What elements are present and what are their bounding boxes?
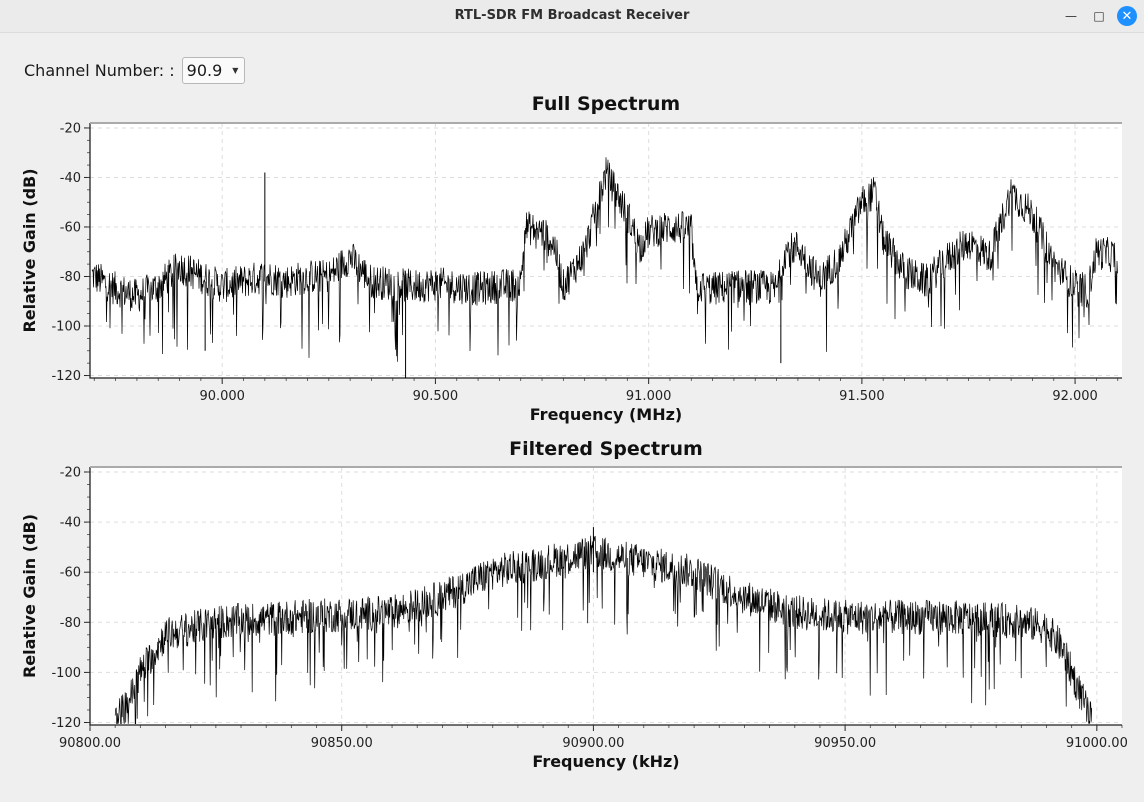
channel-number-label: Channel Number: : xyxy=(24,60,175,80)
chart-0-ylabel: Relative Gain (dB) xyxy=(20,168,39,332)
chart-1-ylabel: Relative Gain (dB) xyxy=(20,514,39,678)
title-bar: RTL-SDR FM Broadcast Receiver — □ ✕ xyxy=(0,0,1144,33)
chart-1-xtick-label: 90950.00 xyxy=(814,736,876,751)
chart-1-ytick-label: -60 xyxy=(60,566,81,581)
chart-0-xtick-label: 91.500 xyxy=(839,389,885,404)
chart-1-ytick-label: -20 xyxy=(60,466,81,481)
chart-0-ytick-label: -20 xyxy=(60,121,81,136)
chart-0-ytick-label: -100 xyxy=(51,320,81,335)
maximize-icon[interactable]: □ xyxy=(1093,9,1105,23)
chart-1-title: Filtered Spectrum xyxy=(509,438,703,460)
window-title: RTL-SDR FM Broadcast Receiver xyxy=(454,8,690,23)
chart-1-xtick-label: 90900.00 xyxy=(562,736,624,751)
chart-1-xtick-label: 91000.00 xyxy=(1066,736,1128,751)
chart-1-xtick-label: 90800.00 xyxy=(59,736,121,751)
minimize-icon[interactable]: — xyxy=(1065,9,1077,23)
full-spectrum-chart: Full Spectrum -20 -40 -60 -80 -100 -120 90.000 9… xyxy=(0,90,1144,435)
chart-0-xlabel: Frequency (MHz) xyxy=(530,405,682,424)
chart-0-xtick-label: 92.000 xyxy=(1052,389,1098,404)
chart-1-ytick-label: -40 xyxy=(60,516,81,531)
chart-0-series-line xyxy=(91,157,1118,362)
chart-1-ytick-label: -100 xyxy=(51,666,81,681)
chart-1-ytick-label: -80 xyxy=(60,616,81,631)
chart-0-ytick-label: -40 xyxy=(60,171,81,186)
chart-1-ytick-label: -120 xyxy=(51,716,81,731)
channel-number-value: 90.9 xyxy=(186,60,223,80)
filtered-spectrum-chart: Filtered Spectrum -20 -40 -60 -80 -100 -120 908… xyxy=(0,435,1144,798)
chart-1-series-line xyxy=(114,535,1093,725)
chart-0-ytick-label: -80 xyxy=(60,270,81,285)
chart-1-xlabel: Frequency (kHz) xyxy=(532,752,679,771)
channel-number-dropdown[interactable]: 90.9 ▼ xyxy=(181,56,246,84)
chart-1-plot-area xyxy=(90,467,1122,725)
chart-1-svg: Filtered Spectrum -20 -40 -60 -80 -100 -120 908… xyxy=(20,438,1128,771)
chart-0-ytick-label: -120 xyxy=(51,369,81,384)
chevron-down-icon: ▼ xyxy=(232,65,239,75)
chart-0-xtick-label: 90.000 xyxy=(199,389,245,404)
chart-0-xtick-label: 90.500 xyxy=(413,389,459,404)
chart-1-axes xyxy=(89,467,1122,726)
chart-0-ytick-label: -60 xyxy=(60,220,81,235)
channel-control: Channel Number: : 90.9 ▼ xyxy=(24,56,246,84)
chart-0-svg: Full Spectrum -20 -40 -60 -80 -100 -120 90.000 9… xyxy=(20,93,1122,424)
chart-0-title: Full Spectrum xyxy=(532,93,680,115)
chart-0-axes xyxy=(89,123,1122,379)
close-icon[interactable]: ✕ xyxy=(1117,6,1137,26)
chart-0-xtick-label: 91.000 xyxy=(626,389,672,404)
chart-1-xtick-label: 90850.00 xyxy=(311,736,373,751)
